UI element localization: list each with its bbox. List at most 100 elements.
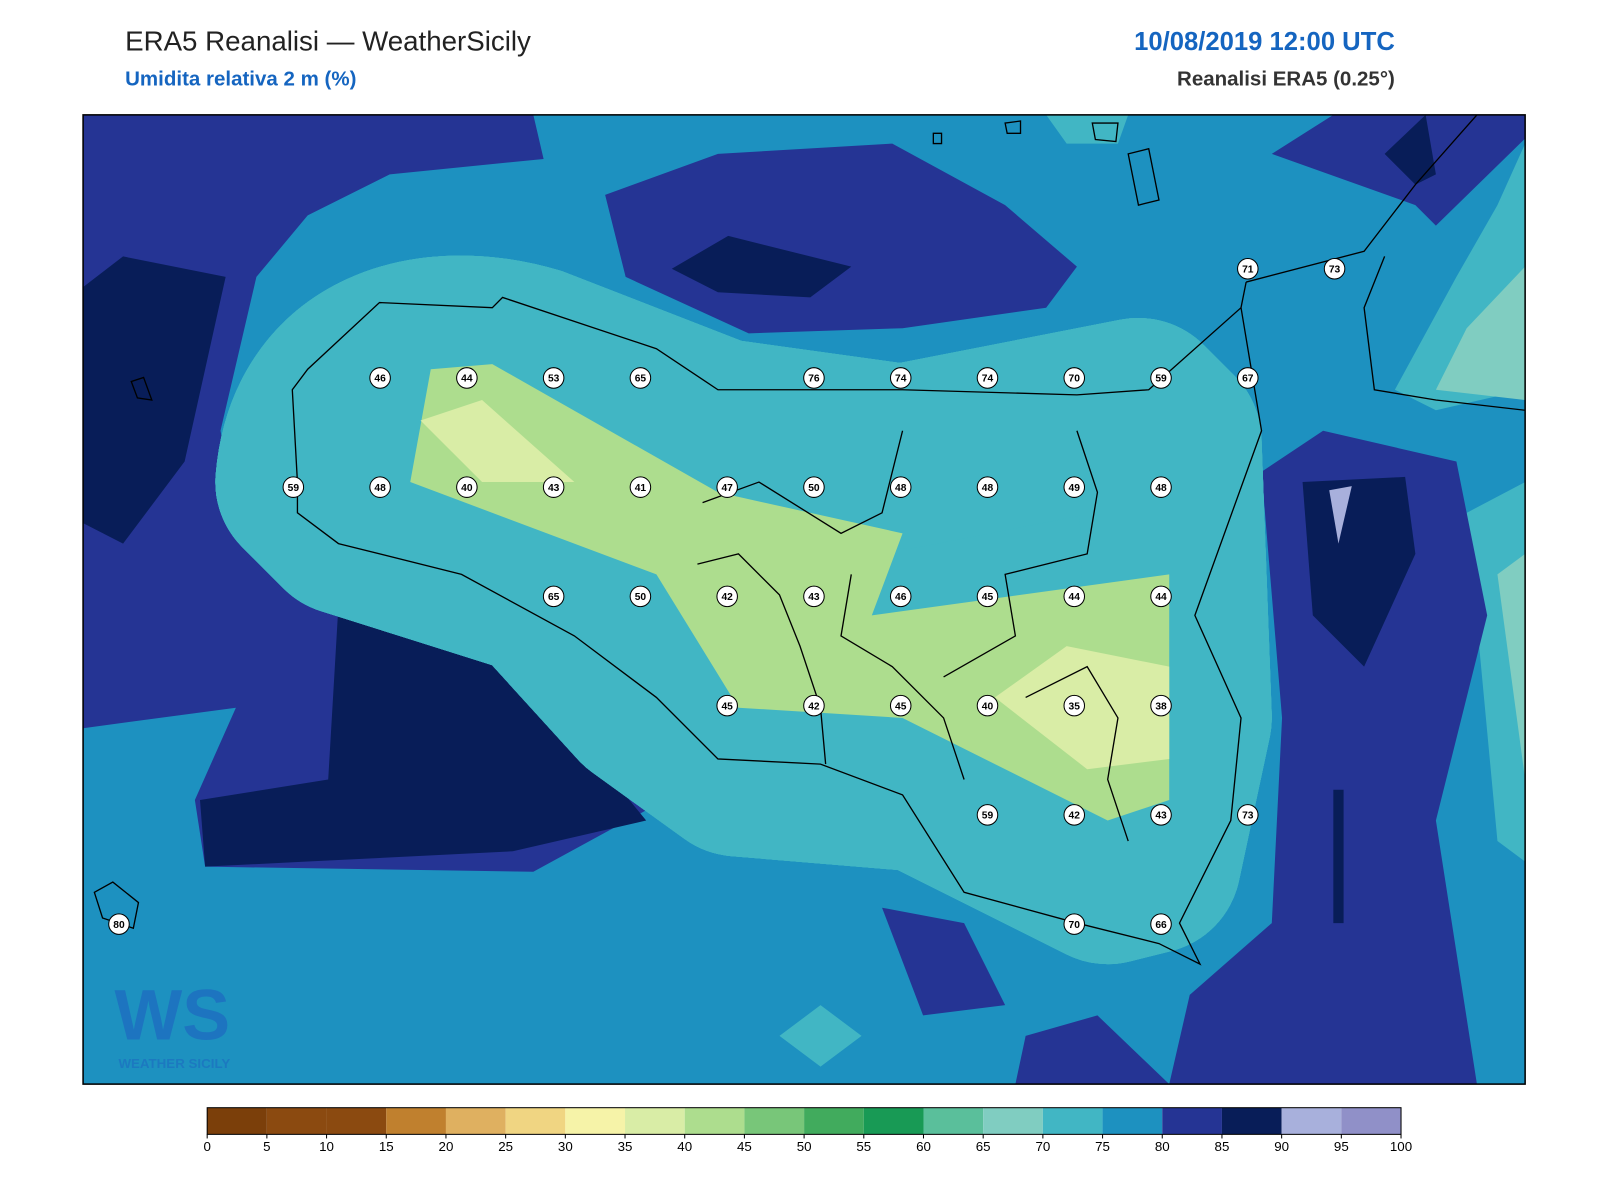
station-value: 46 [374, 374, 386, 385]
station-marker [1150, 367, 1172, 389]
contour [1435, 266, 1526, 780]
title: ERA5 Reanalisi — WeatherSicily [125, 25, 531, 56]
colorbar-tick-label: 95 [1334, 1139, 1349, 1154]
colorbar-tick-label: 85 [1215, 1139, 1230, 1154]
colorbar-tick-label: 5 [263, 1139, 270, 1154]
station-value: 74 [895, 374, 907, 385]
contour [1329, 486, 1352, 544]
station-value: 42 [1069, 811, 1081, 822]
station-marker [1063, 694, 1086, 717]
station-marker [369, 476, 391, 498]
station-value: 48 [895, 483, 907, 494]
station-value: 49 [1069, 483, 1081, 494]
station-marker [803, 367, 825, 389]
station-value: 74 [982, 374, 994, 385]
station-value: 41 [635, 483, 647, 494]
station-marker [889, 476, 912, 498]
colorbar-segment [505, 1107, 566, 1135]
station-value: 40 [982, 701, 994, 712]
colorbar-segment [863, 1107, 924, 1135]
colorbar-tick-label: 25 [498, 1139, 513, 1154]
station-value: 65 [635, 374, 647, 385]
station-value: 50 [808, 483, 820, 494]
colorbar-segment [207, 1107, 267, 1135]
station-marker [1237, 804, 1259, 826]
colorbar-segment [1042, 1107, 1103, 1135]
station-value: 65 [548, 592, 560, 603]
colorbar-segment [1341, 1107, 1402, 1135]
station-marker [1323, 257, 1346, 280]
contour [83, 114, 1436, 924]
station-value: 76 [808, 374, 820, 385]
colorbar-segment [744, 1107, 805, 1135]
station-value: 43 [548, 483, 560, 494]
station-value: 70 [1069, 374, 1081, 385]
colorbar-tick-label: 90 [1274, 1139, 1289, 1154]
station-marker [716, 476, 738, 498]
station-value: 43 [808, 592, 820, 603]
colorbar-tick-label: 60 [916, 1139, 931, 1154]
colorbar-segment [1102, 1107, 1163, 1135]
colorbar-segment [804, 1107, 864, 1135]
station-marker [1237, 257, 1259, 280]
station-marker [1150, 585, 1172, 608]
station-value: 50 [635, 592, 647, 603]
station-marker [1150, 804, 1172, 826]
station-marker [1150, 913, 1172, 935]
station-marker [1150, 694, 1172, 717]
station-value: 80 [113, 920, 125, 931]
station-value: 48 [1155, 483, 1167, 494]
station-marker [976, 476, 999, 498]
station-value: 38 [1155, 701, 1167, 712]
station-value: 45 [895, 701, 907, 712]
station-value: 66 [1155, 920, 1167, 931]
station-value: 48 [374, 483, 386, 494]
colorbar-tick-label: 70 [1035, 1139, 1050, 1154]
station-marker [108, 913, 130, 935]
station-value: 35 [1069, 701, 1081, 712]
station-marker [803, 585, 825, 608]
map-frame [82, 114, 1526, 1085]
stations: 71 73 46 44 53 65 76 74 74 70 59 67 59 48 40 43 41 47 50 48… [108, 257, 1346, 935]
station-marker [282, 476, 305, 498]
station-value: 43 [1155, 811, 1167, 822]
colorbar-tick-label: 45 [737, 1139, 752, 1154]
source: Reanalisi ERA5 (0.25°) [1177, 67, 1395, 90]
colorbar-tick-label: 55 [856, 1139, 871, 1154]
colorbar-tick-label: 80 [1155, 1139, 1170, 1154]
station-marker [716, 585, 738, 608]
station-marker [542, 367, 565, 389]
colorbar-tick-label: 75 [1095, 1139, 1110, 1154]
logo-mark: WS [114, 975, 230, 1055]
station-value: 46 [895, 592, 907, 603]
station-marker [629, 367, 652, 389]
station-marker [889, 694, 912, 717]
island-contours [215, 348, 1180, 965]
station-marker [976, 367, 999, 389]
colorbar-segment [565, 1107, 626, 1135]
colorbar-segment [386, 1107, 446, 1135]
station-marker [1150, 476, 1172, 498]
colorbar-segment [1162, 1107, 1222, 1135]
station-value: 45 [721, 701, 733, 712]
station-marker [976, 694, 999, 717]
station-value: 47 [721, 483, 733, 494]
station-marker [629, 476, 652, 498]
colorbar-segment [1281, 1107, 1342, 1135]
station-value: 44 [461, 374, 473, 385]
station-value: 40 [461, 483, 473, 494]
station-value: 59 [288, 483, 300, 494]
colorbar-tick-label: 15 [379, 1139, 394, 1154]
station-value: 48 [982, 483, 994, 494]
colorbar-tick-label: 0 [203, 1139, 210, 1154]
station-value: 45 [982, 592, 994, 603]
station-marker [456, 476, 478, 498]
station-value: 42 [721, 592, 733, 603]
station-marker [889, 367, 912, 389]
station-value: 73 [1329, 264, 1341, 275]
colorbar-tick-label: 20 [439, 1139, 454, 1154]
station-marker [1063, 804, 1086, 826]
station-marker [542, 585, 565, 608]
station-marker [369, 367, 391, 389]
